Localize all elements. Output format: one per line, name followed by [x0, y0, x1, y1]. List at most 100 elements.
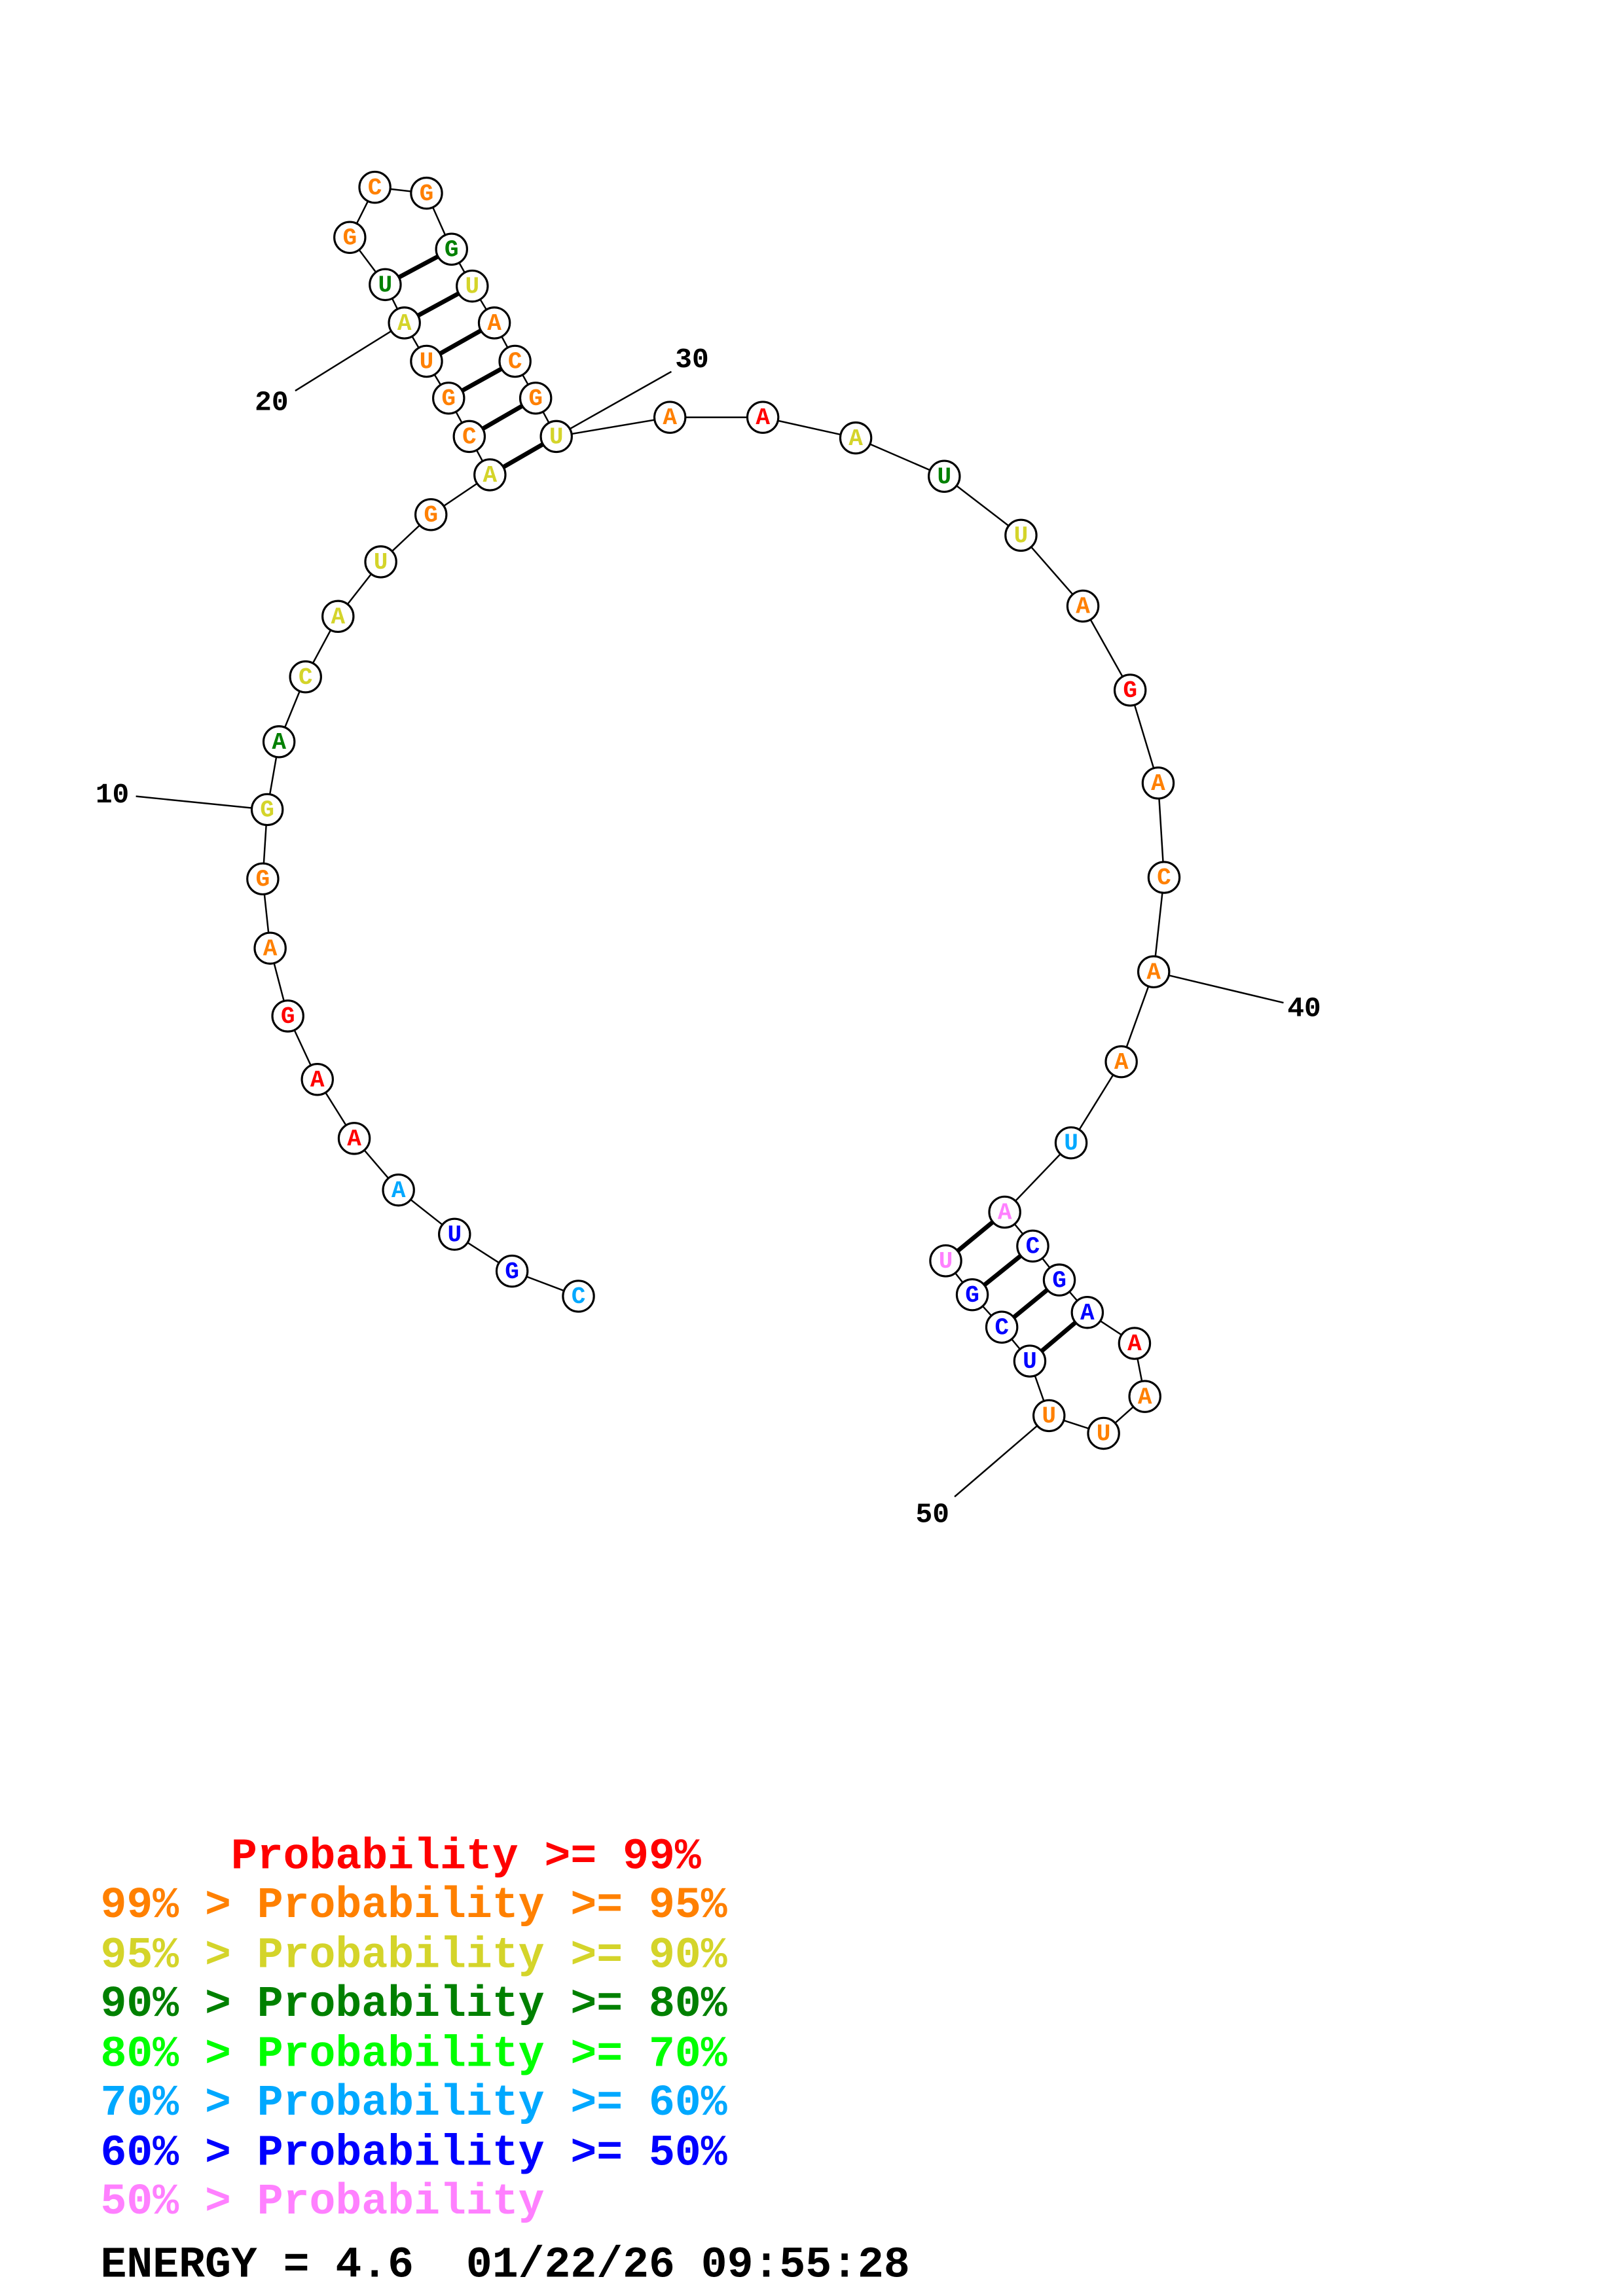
legend-line: 90% > Probability >= 80%: [101, 1980, 727, 2029]
nucleotide-letter: U: [465, 274, 479, 300]
nucleotide-circle: [1137, 955, 1171, 988]
nucleotide: A: [1118, 1327, 1152, 1360]
nucleotide-letter: G: [420, 181, 434, 207]
nucleotide-letter: A: [487, 310, 501, 337]
legend-line: 50% > Probability: [101, 2178, 545, 2227]
probability-legend: Probability >= 99% 99% > Probability >= …: [101, 1833, 910, 2290]
nucleotide: G: [432, 382, 465, 415]
nucleotide-circle: [456, 269, 489, 303]
nucleotide-circle: [473, 458, 507, 492]
position-tick: [136, 795, 268, 811]
legend-line: 95% > Probability >= 90%: [101, 1931, 727, 1981]
nucleotide-letter: G: [424, 502, 438, 529]
nucleotide-letter: U: [1064, 1130, 1078, 1157]
nucleotide: G: [333, 221, 367, 254]
legend-line: Probability >= 99%: [101, 1833, 701, 1882]
nucleotide-circle: [1113, 673, 1147, 707]
nucleotide-letter: A: [483, 462, 498, 489]
nucleotide-circle: [929, 1244, 962, 1278]
nucleotide-letter: C: [368, 175, 382, 202]
nucleotide: G: [1042, 1263, 1076, 1297]
nucleotide: U: [369, 268, 402, 302]
nucleotide-circle: [1066, 589, 1100, 623]
nucleotide: C: [1147, 861, 1181, 894]
nucleotide-letter: U: [937, 463, 951, 490]
nucleotide-circle: [539, 420, 573, 454]
nucleotide-circle: [653, 401, 687, 434]
position-label: 20: [255, 387, 288, 419]
nucleotide: U: [1087, 1416, 1120, 1450]
position-label: 10: [96, 779, 129, 811]
nucleotide: G: [1113, 673, 1147, 707]
nucleotide: G: [246, 862, 280, 896]
nucleotide: A: [1137, 955, 1171, 988]
nucleotide-circle: [1042, 1263, 1076, 1297]
nucleotide-letter: C: [572, 1283, 586, 1310]
nucleotide-circle: [1118, 1327, 1152, 1360]
nucleotide-letter: C: [299, 664, 313, 691]
nucleotide: A: [746, 401, 780, 434]
position-tick: [954, 1414, 1050, 1498]
nucleotide: A: [1141, 766, 1175, 800]
nucleotide-circle: [839, 421, 873, 455]
nucleotide-letter: C: [462, 424, 477, 451]
position-ticks: 10 20 30 40 50: [96, 322, 1321, 1530]
nucleotide-circle: [562, 1280, 595, 1313]
nucleotide-circle: [358, 170, 392, 204]
nucleotide-letter: A: [397, 310, 412, 337]
nucleotide-letter: G: [260, 797, 274, 824]
nucleotide: G: [250, 793, 284, 827]
nucleotide-circle: [414, 498, 448, 531]
nucleotide-letter: U: [1014, 522, 1029, 549]
nucleotide-circle: [382, 1173, 415, 1207]
nucleotide: C: [562, 1280, 595, 1313]
nucleotide-letter: A: [756, 404, 770, 431]
nucleotide-letter: A: [392, 1177, 406, 1204]
nucleotide-circle: [477, 306, 511, 340]
nucleotide: A: [988, 1195, 1021, 1229]
nucleotide: A: [477, 306, 511, 340]
position-tick: [556, 370, 672, 437]
nucleotide: A: [382, 1173, 415, 1207]
nucleotide: C: [452, 420, 486, 454]
nucleotide-circle: [438, 1217, 471, 1251]
base-pairs: [384, 247, 1089, 1363]
nucleotide-letter: A: [998, 1200, 1012, 1227]
nucleotide: A: [337, 1122, 371, 1155]
nucleotide-letter: A: [848, 425, 863, 452]
legend-line: 80% > Probability >= 70%: [101, 2030, 727, 2079]
nucleotide-letter: A: [1080, 1300, 1095, 1327]
nucleotide: C: [289, 660, 322, 694]
nucleotide-letter: A: [1151, 770, 1165, 797]
nucleotide-letter: G: [342, 224, 357, 251]
nucleotide: C: [1016, 1229, 1049, 1263]
nucleotide: A: [253, 931, 287, 965]
nucleotide: U: [1013, 1344, 1047, 1378]
nucleotide: A: [1070, 1295, 1104, 1329]
nucleotide-circle: [364, 545, 397, 579]
nucleotide-circle: [988, 1195, 1021, 1229]
nucleotide-letter: C: [1157, 865, 1171, 891]
nucleotide-circle: [1032, 1399, 1066, 1433]
nucleotide-circle: [746, 401, 780, 434]
nucleotide-letter: G: [256, 866, 270, 893]
nucleotide-circle: [410, 176, 443, 210]
position-label: 50: [916, 1498, 949, 1530]
nucleotide-letter: A: [1076, 594, 1090, 620]
nucleotide-circle: [1016, 1229, 1049, 1263]
energy-timestamp: ENERGY = 4.6 01/22/26 09:55:28: [101, 2241, 910, 2290]
nucleotide-circle: [432, 382, 465, 415]
nucleotide: G: [414, 498, 448, 531]
nucleotide: U: [1054, 1126, 1088, 1160]
position-label: 30: [675, 344, 708, 376]
nucleotide-letter: U: [447, 1221, 462, 1248]
nucleotide-circle: [1004, 518, 1038, 552]
nucleotide-letter: A: [1127, 1331, 1142, 1357]
nucleotide: A: [473, 458, 507, 492]
nucleotide-letter: G: [281, 1003, 295, 1030]
nucleotide: G: [435, 232, 468, 266]
nucleotide-letter: G: [505, 1259, 519, 1285]
nucleotide: C: [985, 1310, 1019, 1344]
nucleotide: A: [1128, 1380, 1161, 1413]
